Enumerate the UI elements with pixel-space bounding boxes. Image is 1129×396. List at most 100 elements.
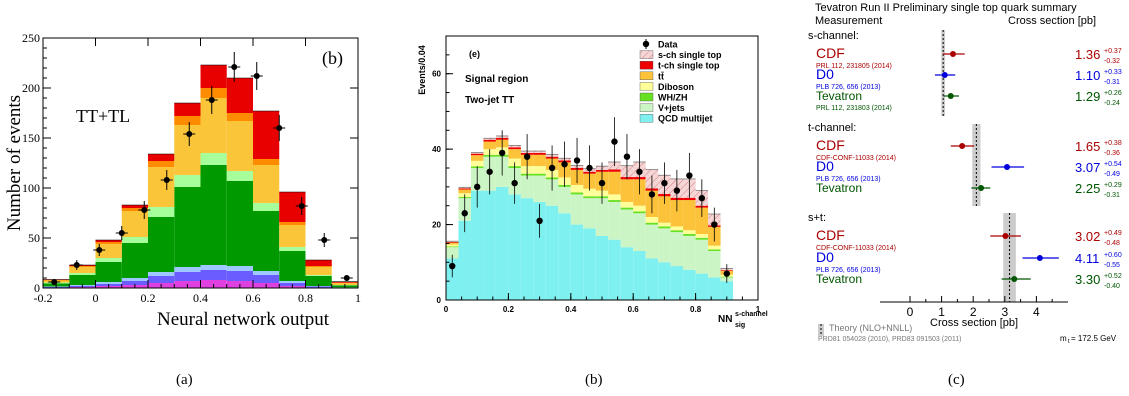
chart-b-bar-4-18 — [670, 200, 684, 227]
chart-a-bar-green-2 — [95, 262, 122, 282]
chart-c-value-0-1: 1.10 — [1075, 68, 1100, 83]
chart-b-legend-label-7: QCD multijet — [658, 114, 713, 124]
chart-c-exp-2-1: D0 — [816, 249, 834, 265]
chart-b-bar-1-16 — [645, 224, 659, 259]
chart-a-bar-green-1 — [69, 275, 96, 285]
chart-a-bar-lightgreen-7 — [226, 171, 253, 181]
chart-b-bar-5-7 — [533, 152, 546, 155]
chart-b-bar-3-13 — [608, 194, 621, 201]
chart-b-bar-1-17 — [658, 228, 671, 263]
chart-b-bar-6-5 — [508, 145, 521, 148]
chart-b-bar-4-14 — [620, 179, 634, 202]
chart-b-bar-3-15 — [633, 205, 646, 212]
chart-c-plus-2-1: +0.60 — [1104, 252, 1122, 259]
chart-a-panel-tag: (b) — [322, 48, 343, 69]
chart-a-bar-yellow-10 — [305, 267, 332, 275]
chart-b-legend-swatch-5 — [639, 92, 654, 102]
chart-c-value-0-2: 1.29 — [1075, 89, 1100, 104]
chart-b-text-2: Two-jet TT — [465, 95, 514, 106]
chart-a-bar-lightgreen-4 — [148, 207, 175, 217]
chart-a-point-9 — [253, 73, 260, 79]
chart-b-bar-5-19 — [683, 197, 696, 201]
chart-a-bar-yellow-8 — [253, 165, 280, 203]
chart-a-ylabel: Number of events — [4, 95, 25, 231]
chart-a-bar-blue-6 — [200, 270, 227, 280]
chart-b-bar-5-0 — [446, 241, 459, 243]
chart-b-bar-0-6 — [520, 198, 534, 300]
chart-b-bar-0-15 — [633, 250, 646, 300]
chart-b-bar-2-18 — [670, 230, 684, 233]
chart-a-bar-lightgreen-10 — [305, 275, 332, 276]
chart-b-ytick-label-1: 20 — [432, 221, 441, 230]
chart-b-legend-label-2: t-ch single top — [658, 61, 720, 71]
chart-b-point-7 — [536, 217, 543, 224]
chart-c-exp-1-2: Tevatron — [816, 181, 862, 195]
chart-b-bar-0-14 — [620, 247, 634, 300]
chart-b-bar-5-1 — [458, 188, 471, 190]
chart-a-bar-lightgreen-9 — [279, 247, 306, 251]
chart-c-minus-2-2: -0.40 — [1104, 283, 1120, 290]
chart-a-point-4 — [141, 207, 148, 213]
chart-c-ref-1-0: CDF-CONF-11033 (2014) — [816, 155, 896, 162]
chart-b-bar-3-11 — [583, 188, 596, 197]
chart-b-bar-1-14 — [620, 209, 634, 248]
chart-a-bar-red-5 — [174, 103, 201, 116]
chart-c: Tevatron Run II Preliminary single top q… — [808, 2, 1122, 345]
chart-b-bar-3-18 — [670, 226, 684, 231]
chart-b-legend-swatch-6 — [639, 103, 654, 112]
chart-c-value-1-0: 1.65 — [1075, 139, 1100, 154]
chart-b-bar-6-1 — [458, 187, 471, 189]
chart-b-bar-6-7 — [533, 151, 546, 153]
chart-a-point-3 — [118, 230, 125, 236]
chart-a-marks — [43, 52, 358, 288]
chart-b-bar-1-19 — [683, 235, 696, 270]
chart-b-panel-tag: (e) — [469, 49, 480, 59]
chart-b-xlabel-sub: sig — [735, 322, 745, 329]
chart-b-bar-4-13 — [608, 171, 621, 195]
chart-c-minus-0-1: -0.31 — [1104, 79, 1120, 86]
chart-b-point-22 — [723, 270, 730, 277]
chart-c-exp-0-1: D0 — [816, 66, 834, 82]
chart-b-bar-0-13 — [608, 239, 621, 300]
chart-b-axes: 0 0.2 0.4 0.6 0.8 1 0 20 40 60 — [432, 54, 761, 314]
chart-b-bar-3-16 — [645, 217, 659, 223]
chart-b-bar-4-0 — [446, 242, 459, 245]
chart-a-point-11 — [298, 203, 305, 209]
chart-b-bar-0-1 — [458, 220, 471, 300]
chart-c-point-1-1 — [1004, 164, 1011, 170]
chart-b-bar-0-22 — [720, 281, 734, 300]
chart-c-channel-2: s+t: — [808, 212, 826, 224]
chart-b-point-2 — [474, 183, 481, 191]
chart-a-point-12 — [321, 237, 328, 243]
chart-b-point-16 — [648, 191, 656, 198]
chart-a-ytick-label-4: 200 — [22, 81, 40, 95]
chart-a-point-5 — [163, 177, 170, 183]
chart-c-value-0-0: 1.36 — [1075, 47, 1100, 62]
chart-c-minus-1-0: -0.36 — [1104, 150, 1120, 157]
chart-b-bar-0-5 — [508, 194, 521, 300]
chart-c-ref-0-2: PRL 112, 231803 (2014) — [816, 105, 892, 112]
chart-c-plus-1-2: +0.29 — [1104, 182, 1122, 189]
chart-b-bar-5-13 — [608, 169, 621, 172]
chart-b-bar-0-0 — [446, 258, 459, 300]
chart-c-plus-0-1: +0.33 — [1104, 69, 1122, 76]
chart-a-bar-orange-1 — [69, 266, 96, 267]
chart-a-bar-green-4 — [148, 217, 175, 272]
chart-c-rows: s-channel: CDF PRL 112, 231805 (2014) 1.36 +… — [808, 30, 1122, 290]
chart-c-value-1-2: 2.25 — [1075, 181, 1100, 196]
chart-a-point-0 — [51, 279, 58, 285]
chart-b-bar-0-21 — [708, 277, 721, 300]
chart-a-bar-lightgreen-5 — [174, 175, 201, 187]
chart-c-channel-1: t-channel: — [808, 122, 856, 134]
chart-c-xtick-label-1: 1 — [938, 305, 945, 319]
chart-b-ytick-label-3: 60 — [432, 70, 441, 79]
chart-b-bar-0-2 — [470, 190, 484, 300]
chart-c-title: Tevatron Run II Preliminary single top q… — [815, 2, 1077, 14]
chart-a-bar-orange-7 — [226, 113, 253, 121]
chart-c-channel-0: s-channel: — [808, 30, 859, 42]
chart-b-legend-swatch-2 — [639, 61, 654, 70]
chart-c-plus-1-1: +0.54 — [1104, 161, 1122, 168]
chart-a-bar-red-6 — [200, 65, 227, 88]
chart-a-bar-blue-8 — [253, 275, 280, 283]
chart-b-bar-3-7 — [533, 166, 546, 174]
